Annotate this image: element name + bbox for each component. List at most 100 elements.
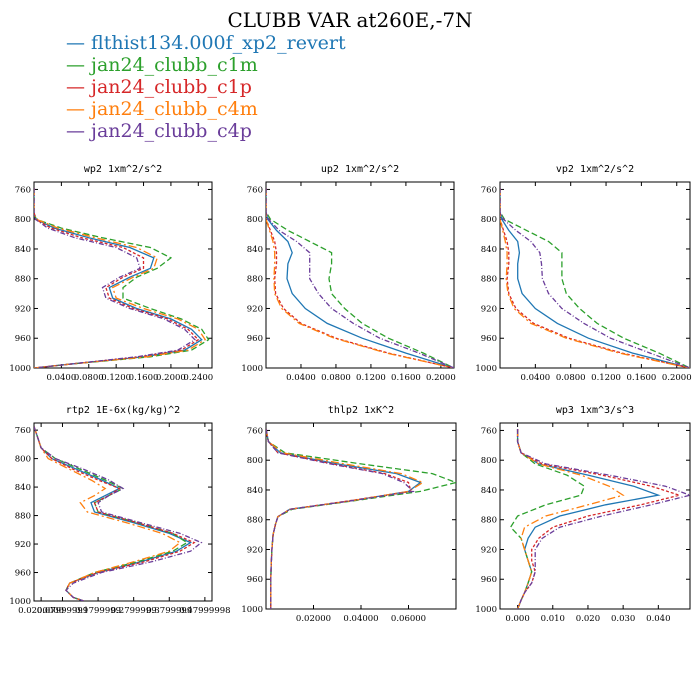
x-tick-label: 0.1600 — [627, 373, 657, 383]
y-tick-label: 920 — [15, 304, 31, 314]
series-line-2 — [266, 188, 454, 368]
series-line-3 — [266, 188, 454, 368]
legend-dash-3: — — [66, 98, 92, 120]
y-tick-label: 840 — [15, 245, 31, 255]
y-tick-label: 800 — [481, 215, 497, 225]
y-tick-label: 1000 — [241, 364, 263, 374]
x-tick-label: 0.1200 — [591, 373, 621, 383]
panel-frame — [265, 181, 455, 369]
x-tick-label: 0.0400 — [520, 373, 550, 383]
y-tick-label: 880 — [247, 275, 263, 285]
y-tick-label: 800 — [15, 455, 31, 465]
panel-title: up2 1xm^2/s^2 — [321, 164, 399, 175]
y-tick-label: 840 — [247, 245, 263, 255]
legend-label-3: jan24_clubb_c4m — [91, 98, 258, 120]
x-tick-label: 0.0400 — [47, 373, 77, 383]
series-line-2 — [500, 188, 690, 368]
series-line-5 — [500, 188, 690, 368]
series-line-1 — [34, 426, 193, 601]
x-tick-label: 0.02000 — [296, 614, 331, 624]
legend-label-0: flthist134.000f_xp2_revert — [91, 32, 346, 54]
y-tick-label: 960 — [15, 334, 31, 344]
series-line-1 — [34, 188, 203, 368]
series-line-1 — [266, 188, 454, 368]
y-tick-label: 840 — [247, 486, 263, 496]
y-tick-label: 800 — [247, 215, 263, 225]
y-tick-label: 840 — [481, 245, 497, 255]
y-tick-label: 920 — [247, 304, 263, 314]
series-line-4 — [266, 428, 425, 609]
x-tick-label: 0.1200 — [356, 373, 386, 383]
series-line-4 — [266, 188, 454, 368]
x-tick-label: 0.000 — [505, 614, 529, 624]
y-tick-label: 760 — [247, 185, 263, 195]
y-tick-label: 920 — [481, 545, 497, 555]
y-tick-label: 1000 — [475, 605, 497, 615]
x-tick-label: 0.0800 — [321, 373, 351, 383]
series-line-1 — [516, 429, 661, 609]
panel-title: wp3 1xm^3/s^3 — [556, 405, 634, 416]
x-tick-label: 0.0800 — [556, 373, 586, 383]
series-line-1 — [500, 188, 690, 368]
y-tick-label: 880 — [481, 516, 497, 526]
legend-dash-0: — — [66, 32, 92, 54]
series-line-5 — [516, 429, 690, 609]
panel-3: vp2 1xm^2/s^2 760 800 840 880 920 960 1000 0.040… — [475, 164, 691, 383]
y-tick-label: 960 — [247, 334, 263, 344]
y-tick-label: 920 — [15, 540, 31, 550]
series-line-3 — [516, 429, 682, 609]
y-tick-label: 880 — [247, 516, 263, 526]
y-tick-label: 840 — [481, 486, 497, 496]
y-tick-label: 960 — [481, 334, 497, 344]
y-tick-label: 1000 — [241, 605, 263, 615]
series-line-5 — [266, 188, 454, 368]
panel-frame — [265, 422, 457, 610]
y-tick-label: 920 — [481, 304, 497, 314]
y-tick-label: 800 — [15, 215, 31, 225]
y-tick-label: 880 — [15, 512, 31, 522]
y-tick-label: 760 — [15, 185, 31, 195]
panel-frame — [33, 422, 213, 602]
series-line-4 — [34, 426, 182, 601]
y-tick-label: 960 — [247, 575, 263, 585]
panel-frame — [499, 422, 691, 610]
x-tick-label: 0.1600 — [391, 373, 421, 383]
x-tick-label: 0.04000 — [343, 614, 378, 624]
x-tick-label: 0.1200 — [101, 373, 131, 383]
y-tick-label: 920 — [247, 545, 263, 555]
legend: — flthist134.000f_xp2_revert — jan24_clu… — [66, 32, 346, 142]
panel-title: wp2 1xm^2/s^2 — [84, 164, 162, 175]
x-tick-label: 0.1600 — [129, 373, 159, 383]
legend-item: — jan24_clubb_c1m — [66, 54, 346, 76]
x-tick-label: 0.2400 — [183, 373, 213, 383]
series-line-4 — [516, 429, 625, 609]
series-line-5 — [34, 426, 203, 601]
y-tick-label: 1000 — [9, 364, 31, 374]
legend-label-4: jan24_clubb_c4p — [91, 120, 252, 142]
y-tick-label: 1000 — [475, 364, 497, 374]
legend-label-1: jan24_clubb_c1m — [91, 54, 258, 76]
series-line-3 — [34, 426, 196, 601]
y-tick-label: 1000 — [9, 597, 31, 607]
legend-item: — jan24_clubb_c1p — [66, 76, 346, 98]
legend-label-2: jan24_clubb_c1p — [91, 76, 252, 98]
y-tick-label: 960 — [481, 575, 497, 585]
series-line-5 — [266, 428, 415, 609]
x-tick-label: 0.3799999 — [146, 606, 192, 616]
legend-dash-1: — — [66, 54, 92, 76]
series-line-2 — [34, 188, 210, 368]
panel-frame — [499, 181, 691, 369]
series-line-5 — [34, 188, 196, 368]
y-tick-label: 760 — [247, 426, 263, 436]
panel-4: rtp2 1E-6x(kg/kg)^2 760 800 840 880 920 960 100… — [9, 405, 230, 616]
legend-item: — jan24_clubb_c4m — [66, 98, 346, 120]
y-tick-label: 880 — [481, 275, 497, 285]
y-tick-label: 800 — [247, 456, 263, 466]
x-tick-label: 0.0800 — [74, 373, 104, 383]
legend-dash-4: — — [66, 120, 92, 142]
x-tick-label: 0.47999998 — [179, 606, 230, 616]
series-line-3 — [266, 428, 412, 609]
series-line-4 — [34, 188, 207, 368]
series-line-1 — [266, 428, 422, 609]
